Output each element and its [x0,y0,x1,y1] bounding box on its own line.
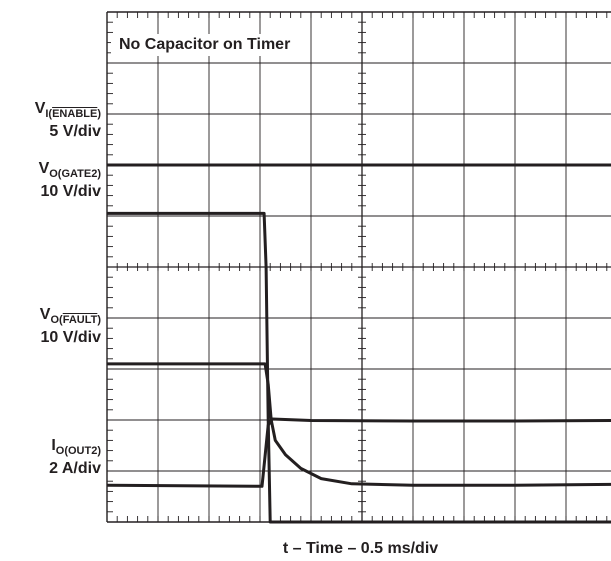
channel-subscript-suffix: ) [97,314,101,326]
channel-subscript-overline: FAULT [62,314,98,326]
channel-subscript-prefix: I( [45,108,53,120]
trace-2 [107,211,611,524]
channel-subscript: O(OUT2) [56,445,101,457]
channel-subscript-prefix: O(OUT2) [55,445,101,457]
channel-label-1: VI(ENABLE) 5 V/div [35,100,101,141]
channel-scale: 10 V/div [40,329,101,346]
channel-subscript-prefix: O(GATE2) [49,168,101,180]
channel-scale: 2 A/div [49,460,101,477]
trace-4 [106,417,611,488]
channel-label-3: VO(FAULT) 10 V/div [40,306,101,347]
waveform-traces [106,163,611,524]
chart-annotation: No Capacitor on Timer [111,34,299,56]
channel-symbol: V [39,306,51,323]
channel-subscript-prefix: O( [50,314,63,326]
channel-symbol: I [51,437,56,454]
channel-symbol: V [34,100,46,117]
channel-subscript: I(ENABLE) [45,108,101,120]
trace-3 [107,362,611,487]
channel-label-2: VO(GATE2) 10 V/div [39,160,101,201]
plot-frame [106,11,611,523]
channel-symbol: V [38,160,50,177]
channel-subscript: O(FAULT) [50,314,101,326]
channel-label-4: IO(OUT2) 2 A/div [49,437,101,478]
channel-scale: 10 V/div [40,183,101,200]
channel-scale: 5 V/div [49,123,101,140]
channel-subscript-overline: ENABLE [52,108,98,120]
x-axis-label: t – Time – 0.5 ms/div [282,540,439,557]
plot-grid [106,11,611,523]
channel-subscript-suffix: ) [97,108,101,120]
channel-subscript: O(GATE2) [49,168,101,180]
